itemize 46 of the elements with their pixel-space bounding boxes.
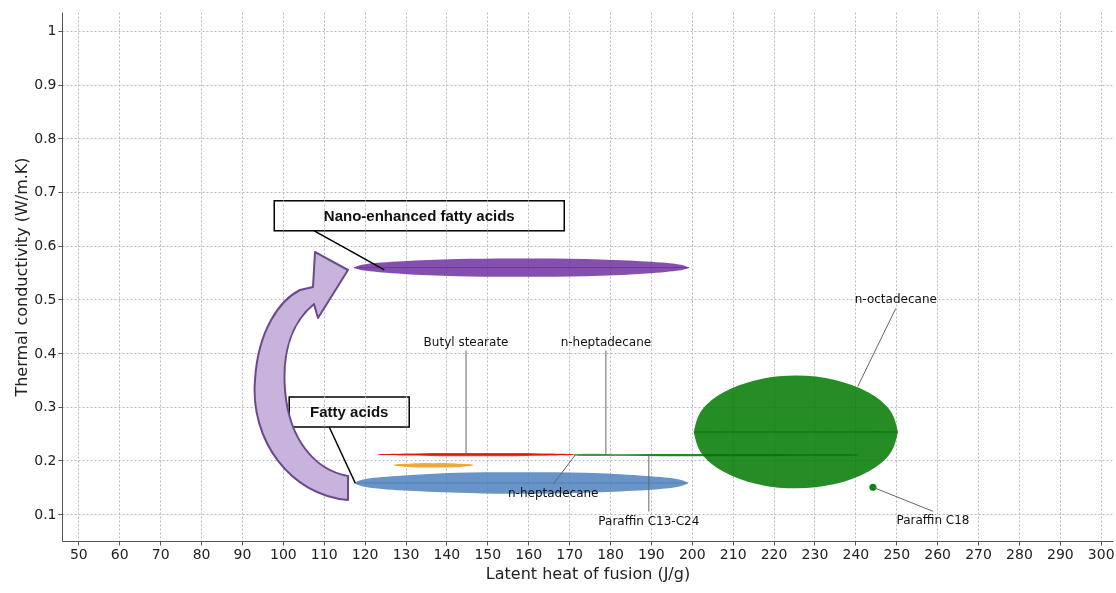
x-tick-label: 210 — [719, 545, 747, 562]
x-tick-label: 180 — [597, 545, 624, 562]
annotation: Paraffin C13-C24 — [598, 513, 700, 528]
x-tick-label: 300 — [1087, 545, 1115, 562]
y-tick-label: 0.9 — [34, 76, 57, 92]
y-tick-label: 0.1 — [34, 505, 57, 522]
y-tick-label: 0.3 — [34, 398, 57, 415]
annotation: Nano-enhanced fatty acids — [323, 206, 515, 224]
y-tick-label: 0.4 — [34, 344, 57, 361]
x-tick-label: 140 — [433, 545, 461, 562]
y-tick-label: 0.7 — [34, 183, 57, 200]
x-tick-label: 230 — [801, 545, 829, 562]
x-tick-label: 260 — [924, 545, 952, 562]
x-tick-label: 120 — [351, 545, 379, 562]
y-tick-label: 0.8 — [34, 129, 57, 146]
y-tick-label: 0.6 — [34, 237, 57, 254]
x-tick-label: 270 — [965, 545, 992, 562]
x-tick-label: 240 — [842, 545, 870, 562]
x-tick-label: 160 — [515, 545, 543, 562]
annotation: n-heptadecane — [560, 334, 652, 349]
y-axis-title: Thermal conductivity (W/m.K) — [12, 157, 32, 398]
y-tick-label: 0.5 — [34, 290, 57, 307]
x-tick-label: 70 — [151, 545, 170, 562]
y-tick-label: 1 — [47, 22, 57, 39]
x-tick-label: 130 — [392, 545, 420, 562]
x-axis-title: Latent heat of fusion (J/g) — [485, 563, 691, 583]
y-tick-label: 0.2 — [34, 451, 57, 468]
x-tick-label: 100 — [269, 545, 297, 562]
x-tick-label: 280 — [1006, 545, 1033, 562]
x-tick-label: 250 — [883, 545, 911, 562]
x-tick-label: 110 — [310, 545, 338, 562]
x-tick-label: 90 — [233, 545, 252, 562]
annotation: n-octadecane — [854, 292, 937, 307]
x-tick-label: 220 — [760, 545, 788, 562]
x-tick-label: 150 — [474, 545, 502, 562]
x-tick-label: 80 — [192, 545, 211, 562]
x-tick-label: 170 — [556, 545, 583, 562]
annotation: n-heptadecane — [507, 486, 599, 501]
annotation: Butyl stearate — [423, 334, 509, 349]
annotation: Fatty acids — [310, 403, 389, 420]
x-tick-label: 190 — [638, 545, 665, 562]
x-tick-label: 50 — [69, 545, 88, 562]
x-tick-label: 200 — [678, 545, 706, 562]
x-tick-label: 60 — [110, 545, 129, 562]
annotation: Paraffin C18 — [896, 513, 970, 528]
x-tick-label: 290 — [1046, 545, 1074, 562]
